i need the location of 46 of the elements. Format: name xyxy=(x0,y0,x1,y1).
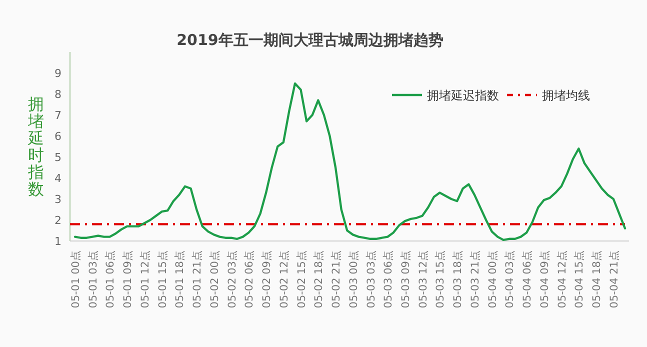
x-tick-label: 05-03 18点 xyxy=(451,250,464,308)
x-tick-label: 05-01 15点 xyxy=(156,250,169,308)
y-tick-label: 7 xyxy=(54,109,62,122)
line-series xyxy=(74,82,626,242)
x-tick-label: 05-03 15点 xyxy=(434,250,447,308)
x-tick-label: 05-01 06点 xyxy=(104,250,117,308)
x-tick-label: 05-04 12点 xyxy=(555,250,568,308)
x-tick-label: 05-01 21点 xyxy=(190,250,204,308)
x-tick-label: 05-04 06点 xyxy=(520,250,534,308)
y-tick-label: 5 xyxy=(54,151,62,164)
x-tick-label: 05-01 12点 xyxy=(138,250,152,308)
x-tick-label: 05-02 21点 xyxy=(330,250,343,308)
x-tick-label: 05-02 12点 xyxy=(277,250,290,308)
x-tick-label: 05-04 09点 xyxy=(538,250,551,308)
y-tick-label: 4 xyxy=(54,172,62,185)
x-tick-label: 05-01 18点 xyxy=(173,250,186,308)
x-tick-label: 05-02 09点 xyxy=(260,250,274,308)
x-tick-label: 05-04 21点 xyxy=(607,250,620,308)
x-tick-label: 05-02 15点 xyxy=(294,250,308,308)
x-tick-label: 05-01 09点 xyxy=(121,250,134,308)
x-tick-label: 05-03 12点 xyxy=(416,250,430,308)
x-tick-label: 05-04 18点 xyxy=(590,250,604,308)
x-tick-label: 05-04 03点 xyxy=(503,250,516,308)
y-tick-label: 3 xyxy=(54,193,62,206)
x-tick-label: 05-04 00点 xyxy=(486,250,499,308)
y-tick-label: 8 xyxy=(54,88,62,101)
x-tick-label: 05-03 03点 xyxy=(364,250,378,308)
x-tick-label: 05-03 00点 xyxy=(346,250,360,308)
y-tick-label: 6 xyxy=(54,130,62,143)
legend-label: 拥堵延迟指数 xyxy=(427,88,499,102)
y-tick-label: 2 xyxy=(54,214,62,227)
y-axis-title: 拥堵延时指数 xyxy=(27,94,44,198)
x-tick-label: 05-03 09点 xyxy=(399,250,412,308)
x-tick-label: 05-02 00点 xyxy=(208,250,221,308)
x-tick-label: 05-03 21点 xyxy=(468,250,482,308)
y-tick-label: 9 xyxy=(54,67,62,80)
x-tick-label: 05-01 03点 xyxy=(86,250,100,308)
y-tick-label: 1 xyxy=(54,235,62,248)
legend-label: 拥堵均线 xyxy=(542,88,590,102)
x-tick-label: 05-02 18点 xyxy=(312,250,326,308)
x-tick-label: 05-03 06点 xyxy=(382,250,395,308)
chart-title: 2019年五一期间大理古城周边拥堵趋势 xyxy=(176,31,444,49)
x-tick-label: 05-02 03点 xyxy=(225,250,238,308)
x-tick-label: 05-04 15点 xyxy=(572,250,586,308)
x-tick-label: 05-01 00点 xyxy=(69,250,82,308)
x-tick-label: 05-02 06点 xyxy=(242,250,256,308)
